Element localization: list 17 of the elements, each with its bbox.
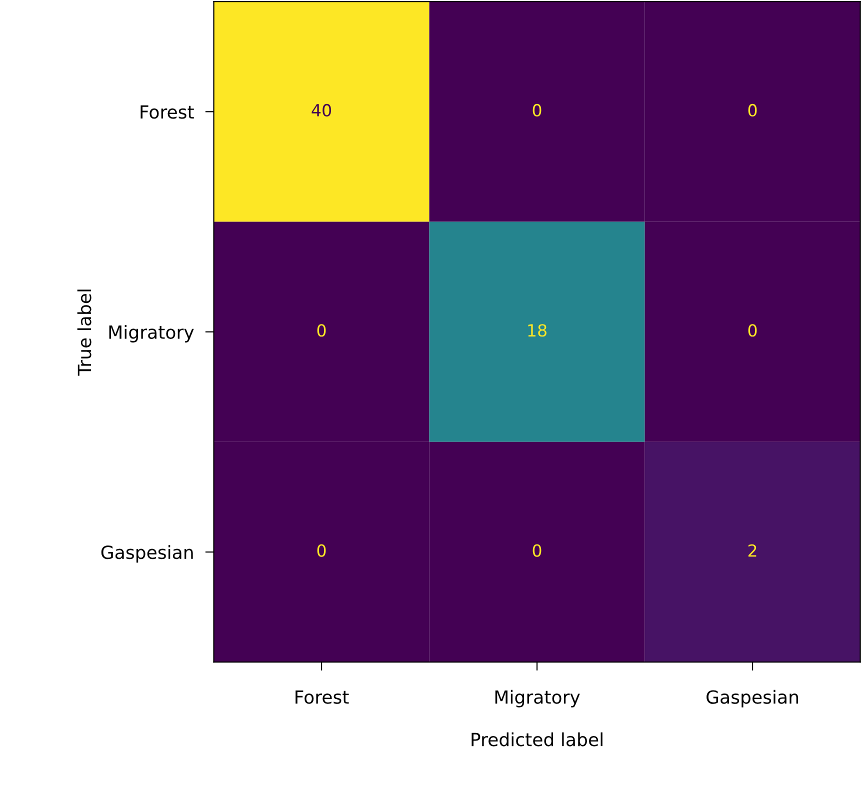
data-label: 0 xyxy=(317,544,326,557)
data-label: 0 xyxy=(748,324,757,337)
data-label: 0 xyxy=(317,324,326,337)
data-label: 40 xyxy=(312,104,332,117)
data-label: 2 xyxy=(748,544,756,557)
data-label: 18 xyxy=(528,324,546,337)
data-label: 0 xyxy=(532,544,542,557)
y-tick-label: Migratory xyxy=(109,324,194,342)
data-label: 0 xyxy=(532,104,542,117)
y-axis-title: True label xyxy=(77,290,92,376)
data-label: 0 xyxy=(748,104,757,117)
y-tick-label: Forest xyxy=(140,105,194,119)
y-tick-label: Gaspesian xyxy=(101,545,193,563)
x-tick-label: Migratory xyxy=(495,690,580,708)
x-axis-title: Predicted label xyxy=(472,732,602,746)
x-tick-label: Forest xyxy=(296,690,349,704)
x-tick-label: Gaspesian xyxy=(706,690,798,708)
